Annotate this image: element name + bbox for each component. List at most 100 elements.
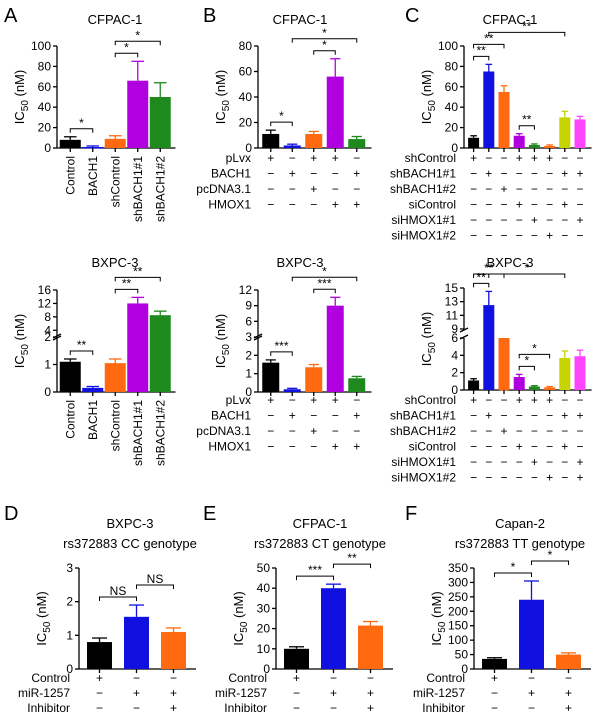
y-tick-label: 1	[44, 358, 51, 372]
condition-mark: −	[353, 182, 360, 196]
condition-mark: +	[561, 409, 568, 423]
y-tick-label: 0	[245, 141, 252, 155]
y-axis-label: IC50 (nM)	[429, 591, 448, 645]
y-axis-label-ic: IC	[12, 111, 27, 124]
bar	[468, 380, 480, 390]
condition-mark: −	[367, 671, 374, 685]
bar	[284, 648, 309, 669]
chart-title: BXPC-3	[487, 255, 534, 270]
y-axis-label-sub: 50	[20, 100, 31, 112]
condition-mark: −	[470, 409, 477, 423]
condition-mark: +	[170, 686, 177, 700]
significance-bracket	[114, 40, 161, 46]
condition-mark: +	[516, 393, 523, 407]
significance-bracket	[518, 365, 535, 371]
bar	[559, 117, 571, 148]
y-axis-label-sub: 50	[239, 621, 250, 633]
condition-mark: −	[353, 393, 360, 407]
condition-row-label: shControl	[405, 393, 456, 407]
category-label: BACH1	[86, 400, 100, 440]
condition-mark: +	[500, 424, 507, 438]
condition-mark: +	[367, 686, 374, 700]
condition-mark: −	[531, 182, 538, 196]
condition-row-label: miR-1257	[18, 686, 70, 700]
condition-mark: +	[576, 471, 583, 485]
bar	[82, 146, 104, 149]
condition-mark: +	[485, 167, 492, 181]
condition-mark: −	[470, 455, 477, 469]
y-tick-label: 10	[257, 642, 271, 656]
y-axis-label-ic: IC	[419, 353, 434, 366]
y-tick-label: 9	[451, 322, 458, 336]
bar	[544, 387, 556, 390]
condition-mark: +	[289, 167, 296, 181]
significance-label: *	[524, 353, 529, 367]
condition-mark: −	[561, 229, 568, 243]
condition-row-label: shBACH1#1	[390, 167, 456, 181]
y-axis-label-unit: (nM)	[34, 591, 49, 621]
significance-bracket	[473, 282, 490, 288]
y-axis-label: IC50 (nM)	[419, 70, 438, 124]
condition-mark: −	[133, 701, 140, 715]
y-axis-label-unit: (nM)	[12, 70, 27, 100]
condition-row-label: shBACH1#2	[390, 424, 456, 438]
condition-mark: −	[516, 167, 523, 181]
condition-mark: −	[561, 151, 568, 165]
condition-mark: −	[500, 455, 507, 469]
y-tick-label: 250	[448, 590, 468, 604]
condition-mark: −	[500, 471, 507, 485]
condition-mark: −	[485, 151, 492, 165]
significance-bracket	[313, 288, 336, 294]
condition-row-label: siHMOX1#1	[391, 455, 456, 469]
y-tick-label: 80	[445, 59, 459, 73]
y-tick-label: 0	[461, 662, 468, 676]
condition-row-label: HMOX1	[208, 440, 251, 454]
significance-bracket	[114, 276, 161, 282]
chart-title: CFPAC-1	[88, 12, 143, 27]
condition-mark: −	[516, 424, 523, 438]
bar	[59, 139, 81, 148]
condition-mark: −	[546, 182, 553, 196]
condition-mark: −	[576, 424, 583, 438]
condition-mark: −	[516, 409, 523, 423]
significance-bracket	[99, 596, 137, 602]
condition-row-label: pcDNA3.1	[196, 424, 251, 438]
y-tick-label: 2	[66, 595, 73, 609]
condition-row-label: shBACH1#2	[390, 182, 456, 196]
bar	[127, 80, 149, 148]
category-label: BACH1	[86, 156, 100, 196]
condition-mark: +	[332, 198, 339, 212]
significance-bracket	[333, 563, 371, 569]
bar	[283, 389, 301, 392]
condition-mark: −	[528, 701, 535, 715]
y-tick-label: 100	[448, 633, 468, 647]
condition-mark: +	[576, 409, 583, 423]
y-axis-label-sub: 50	[221, 100, 232, 112]
condition-mark: +	[546, 229, 553, 243]
condition-mark: −	[293, 686, 300, 700]
y-tick-label: 0	[451, 141, 458, 155]
condition-mark: −	[500, 440, 507, 454]
condition-mark: −	[516, 229, 523, 243]
significance-bracket	[518, 125, 535, 130]
significance-label: NS	[147, 572, 164, 586]
significance-bracket	[488, 273, 566, 278]
significance-label: *	[511, 560, 516, 574]
y-tick-label: 200	[448, 604, 468, 618]
condition-row-label: Inhibitor	[224, 701, 267, 715]
bar	[161, 631, 186, 669]
condition-mark: −	[170, 671, 177, 685]
y-tick-label: 150	[448, 619, 468, 633]
condition-mark: −	[470, 471, 477, 485]
significance-bracket	[473, 55, 490, 61]
condition-mark: −	[531, 440, 538, 454]
category-label: shBACH1#2	[153, 400, 167, 466]
y-tick-label: 40	[257, 581, 271, 595]
condition-mark: −	[531, 424, 538, 438]
condition-mark: +	[565, 686, 572, 700]
condition-mark: −	[546, 167, 553, 181]
y-axis-label-ic: IC	[12, 355, 27, 368]
condition-mark: −	[485, 182, 492, 196]
condition-mark: −	[470, 167, 477, 181]
